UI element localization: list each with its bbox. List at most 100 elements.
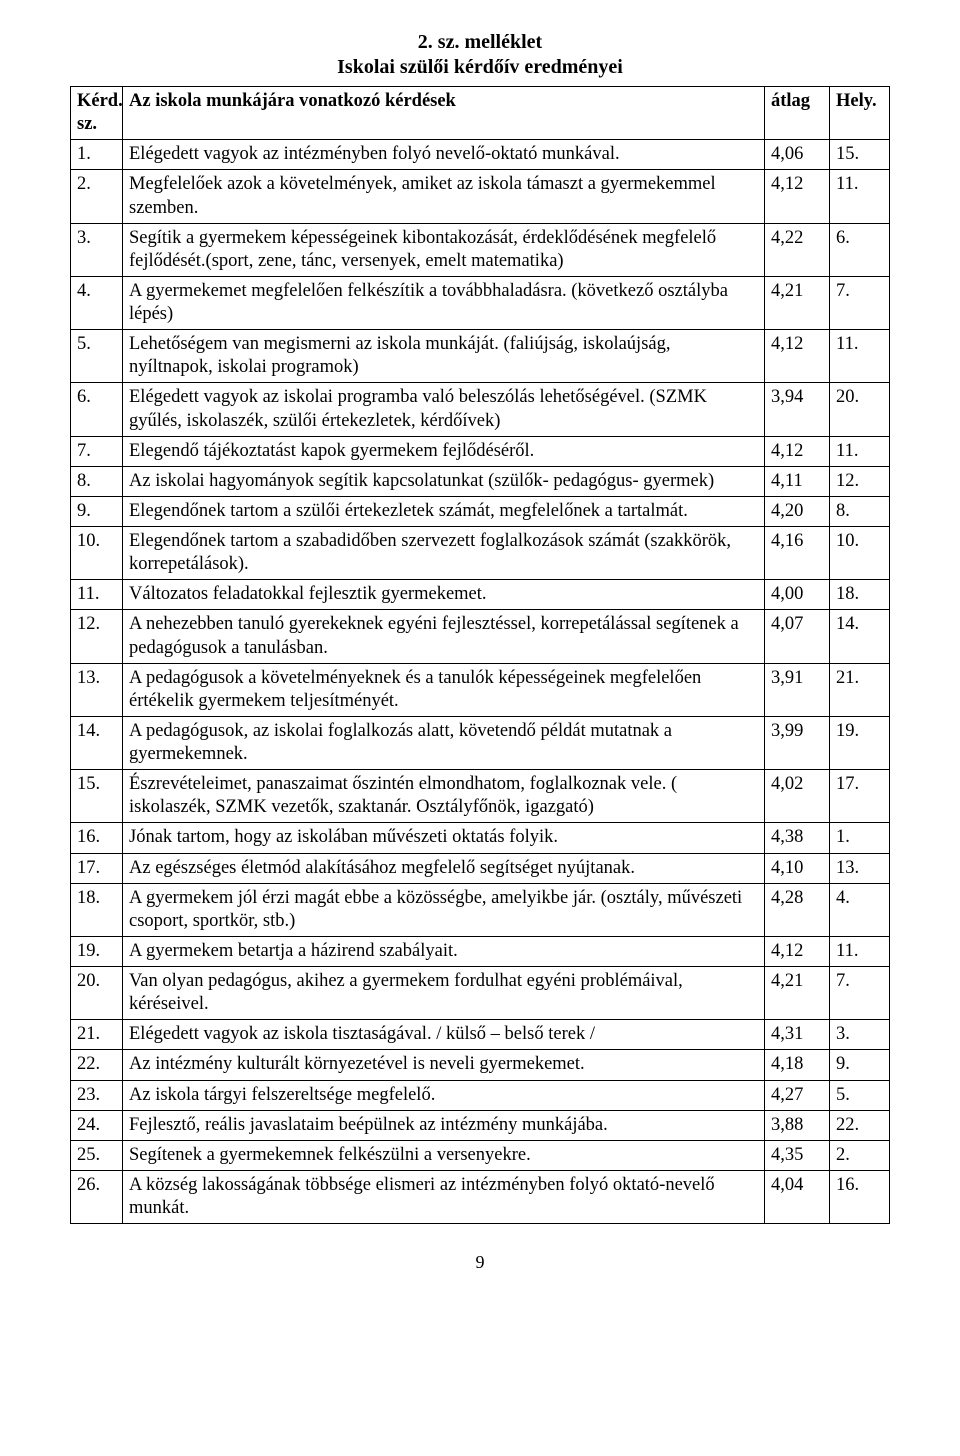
cell-rank: 12. bbox=[830, 466, 890, 496]
cell-number: 17. bbox=[71, 853, 123, 883]
cell-question: Az intézmény kulturált környezetével is … bbox=[123, 1050, 765, 1080]
table-row: 15.Észrevételeimet, panaszaimat őszintén… bbox=[71, 770, 890, 823]
cell-question: Lehetőségem van megismerni az iskola mun… bbox=[123, 330, 765, 383]
cell-number: 11. bbox=[71, 580, 123, 610]
cell-question: Van olyan pedagógus, akihez a gyermekem … bbox=[123, 967, 765, 1020]
cell-number: 18. bbox=[71, 883, 123, 936]
cell-average: 4,38 bbox=[765, 823, 830, 853]
cell-number: 3. bbox=[71, 223, 123, 276]
cell-average: 4,27 bbox=[765, 1080, 830, 1110]
cell-average: 4,12 bbox=[765, 936, 830, 966]
cell-average: 4,18 bbox=[765, 1050, 830, 1080]
cell-number: 1. bbox=[71, 140, 123, 170]
cell-number: 5. bbox=[71, 330, 123, 383]
cell-number: 9. bbox=[71, 496, 123, 526]
title-line-2: Iskolai szülői kérdőív eredményei bbox=[70, 55, 890, 80]
cell-rank: 17. bbox=[830, 770, 890, 823]
cell-number: 26. bbox=[71, 1170, 123, 1223]
page-number: 9 bbox=[70, 1252, 890, 1273]
cell-rank: 1. bbox=[830, 823, 890, 853]
title-block: 2. sz. melléklet Iskolai szülői kérdőív … bbox=[70, 30, 890, 80]
table-row: 26.A község lakosságának többsége elisme… bbox=[71, 1170, 890, 1223]
table-row: 23.Az iskola tárgyi felszereltsége megfe… bbox=[71, 1080, 890, 1110]
results-table: Kérd. sz. Az iskola munkájára vonatkozó … bbox=[70, 86, 890, 1224]
cell-number: 7. bbox=[71, 436, 123, 466]
table-row: 19.A gyermekem betartja a házirend szabá… bbox=[71, 936, 890, 966]
cell-rank: 11. bbox=[830, 170, 890, 223]
cell-rank: 3. bbox=[830, 1020, 890, 1050]
cell-question: A gyermekemet megfelelően felkészítik a … bbox=[123, 276, 765, 329]
table-row: 6.Elégedett vagyok az iskolai programba … bbox=[71, 383, 890, 436]
cell-question: A község lakosságának többsége elismeri … bbox=[123, 1170, 765, 1223]
cell-rank: 5. bbox=[830, 1080, 890, 1110]
cell-average: 4,28 bbox=[765, 883, 830, 936]
table-row: 16.Jónak tartom, hogy az iskolában művés… bbox=[71, 823, 890, 853]
cell-average: 4,21 bbox=[765, 967, 830, 1020]
cell-average: 3,99 bbox=[765, 716, 830, 769]
cell-question: Észrevételeimet, panaszaimat őszintén el… bbox=[123, 770, 765, 823]
cell-average: 4,06 bbox=[765, 140, 830, 170]
cell-number: 20. bbox=[71, 967, 123, 1020]
table-row: 7.Elegendő tájékoztatást kapok gyermekem… bbox=[71, 436, 890, 466]
cell-number: 21. bbox=[71, 1020, 123, 1050]
cell-question: Fejlesztő, reális javaslataim beépülnek … bbox=[123, 1110, 765, 1140]
cell-average: 4,12 bbox=[765, 170, 830, 223]
cell-number: 24. bbox=[71, 1110, 123, 1140]
cell-question: Az iskolai hagyományok segítik kapcsolat… bbox=[123, 466, 765, 496]
cell-number: 14. bbox=[71, 716, 123, 769]
cell-number: 25. bbox=[71, 1140, 123, 1170]
table-row: 22.Az intézmény kulturált környezetével … bbox=[71, 1050, 890, 1080]
table-row: 20.Van olyan pedagógus, akihez a gyermek… bbox=[71, 967, 890, 1020]
cell-question: Elégedett vagyok az iskolai programba va… bbox=[123, 383, 765, 436]
table-row: 10.Elegendőnek tartom a szabadidőben sze… bbox=[71, 527, 890, 580]
cell-number: 6. bbox=[71, 383, 123, 436]
cell-rank: 11. bbox=[830, 436, 890, 466]
cell-rank: 21. bbox=[830, 663, 890, 716]
cell-rank: 14. bbox=[830, 610, 890, 663]
cell-average: 4,12 bbox=[765, 330, 830, 383]
table-row: 1.Elégedett vagyok az intézményben folyó… bbox=[71, 140, 890, 170]
cell-rank: 7. bbox=[830, 967, 890, 1020]
cell-rank: 18. bbox=[830, 580, 890, 610]
cell-average: 4,10 bbox=[765, 853, 830, 883]
cell-rank: 8. bbox=[830, 496, 890, 526]
table-row: 8.Az iskolai hagyományok segítik kapcsol… bbox=[71, 466, 890, 496]
cell-question: Az egészséges életmód alakításához megfe… bbox=[123, 853, 765, 883]
cell-question: Megfelelőek azok a követelmények, amiket… bbox=[123, 170, 765, 223]
cell-number: 13. bbox=[71, 663, 123, 716]
cell-question: Elegendőnek tartom a szabadidőben szerve… bbox=[123, 527, 765, 580]
cell-question: Jónak tartom, hogy az iskolában művészet… bbox=[123, 823, 765, 853]
cell-number: 23. bbox=[71, 1080, 123, 1110]
header-col-rank: Hely. bbox=[830, 87, 890, 140]
table-row: 5.Lehetőségem van megismerni az iskola m… bbox=[71, 330, 890, 383]
cell-question: Segítenek a gyermekemnek felkészülni a v… bbox=[123, 1140, 765, 1170]
header-col-text: Az iskola munkájára vonatkozó kérdések bbox=[123, 87, 765, 140]
table-row: 12.A nehezebben tanuló gyerekeknek egyén… bbox=[71, 610, 890, 663]
cell-number: 12. bbox=[71, 610, 123, 663]
cell-rank: 22. bbox=[830, 1110, 890, 1140]
cell-question: A nehezebben tanuló gyerekeknek egyéni f… bbox=[123, 610, 765, 663]
cell-number: 10. bbox=[71, 527, 123, 580]
cell-average: 4,20 bbox=[765, 496, 830, 526]
cell-average: 3,94 bbox=[765, 383, 830, 436]
table-row: 21.Elégedett vagyok az iskola tisztaságá… bbox=[71, 1020, 890, 1050]
cell-rank: 16. bbox=[830, 1170, 890, 1223]
cell-rank: 20. bbox=[830, 383, 890, 436]
cell-average: 4,07 bbox=[765, 610, 830, 663]
cell-question: Változatos feladatokkal fejlesztik gyerm… bbox=[123, 580, 765, 610]
cell-rank: 2. bbox=[830, 1140, 890, 1170]
cell-number: 4. bbox=[71, 276, 123, 329]
cell-number: 2. bbox=[71, 170, 123, 223]
cell-question: A pedagógusok, az iskolai foglalkozás al… bbox=[123, 716, 765, 769]
cell-rank: 7. bbox=[830, 276, 890, 329]
cell-number: 22. bbox=[71, 1050, 123, 1080]
table-row: 13.A pedagógusok a követelményeknek és a… bbox=[71, 663, 890, 716]
cell-rank: 10. bbox=[830, 527, 890, 580]
table-row: 3.Segítik a gyermekem képességeinek kibo… bbox=[71, 223, 890, 276]
cell-rank: 13. bbox=[830, 853, 890, 883]
cell-average: 4,35 bbox=[765, 1140, 830, 1170]
cell-question: Elégedett vagyok az intézményben folyó n… bbox=[123, 140, 765, 170]
cell-rank: 19. bbox=[830, 716, 890, 769]
cell-question: A pedagógusok a követelményeknek és a ta… bbox=[123, 663, 765, 716]
cell-average: 4,31 bbox=[765, 1020, 830, 1050]
